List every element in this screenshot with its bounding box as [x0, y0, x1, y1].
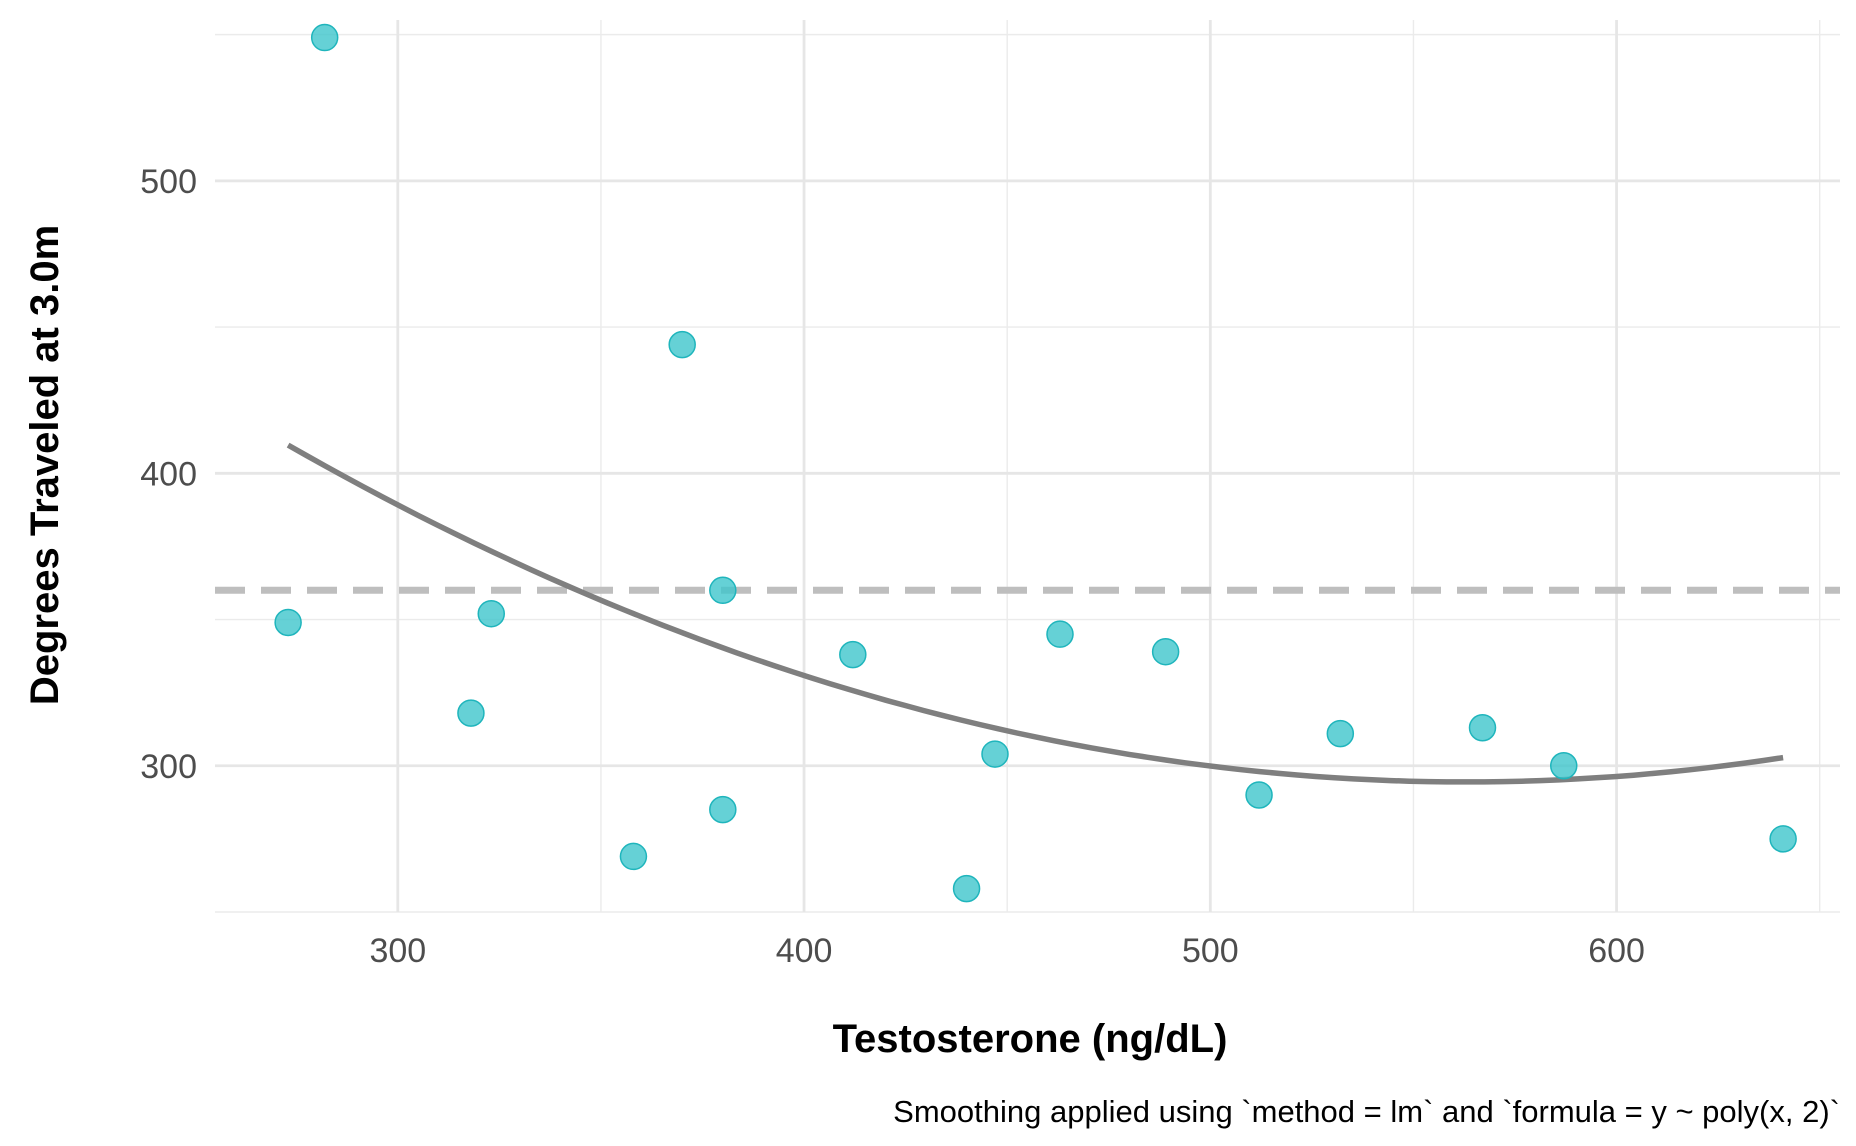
- x-axis-tick-labels: 300 400 500 600: [369, 932, 1644, 970]
- data-point: [1245, 781, 1273, 809]
- x-tick-label: 600: [1588, 932, 1645, 970]
- data-point: [310, 23, 339, 52]
- chart-caption: Smoothing applied using `method = lm` an…: [893, 1094, 1840, 1129]
- data-point: [981, 740, 1009, 768]
- y-axis-tick-labels: 300 400 500: [140, 163, 197, 786]
- x-tick-label: 300: [369, 932, 426, 970]
- data-point: [839, 640, 867, 669]
- y-tick-label: 400: [140, 455, 197, 493]
- smoothing-curve: [286, 442, 1784, 785]
- data-point: [952, 874, 981, 903]
- x-axis-title: Testosterone (ng/dL): [833, 1017, 1228, 1061]
- data-point: [1468, 714, 1497, 742]
- data-point: [477, 599, 505, 628]
- data-point: [457, 699, 485, 727]
- data-point: [1550, 752, 1578, 780]
- y-axis-title: Degrees Traveled at 3.0m: [23, 225, 67, 705]
- data-point: [709, 576, 737, 605]
- data-point: [1326, 719, 1355, 748]
- data-point: [619, 842, 648, 871]
- x-tick-label: 400: [776, 932, 833, 970]
- x-tick-label: 500: [1182, 932, 1239, 970]
- data-point: [274, 608, 302, 637]
- y-tick-label: 500: [140, 163, 197, 201]
- smoothing-line: [286, 442, 1784, 785]
- data-point: [1769, 825, 1797, 853]
- y-tick-label: 300: [140, 748, 197, 786]
- data-point: [1151, 637, 1180, 666]
- data-points: [274, 23, 1797, 903]
- data-point: [709, 795, 737, 824]
- data-point: [1046, 620, 1074, 648]
- data-point: [668, 330, 696, 359]
